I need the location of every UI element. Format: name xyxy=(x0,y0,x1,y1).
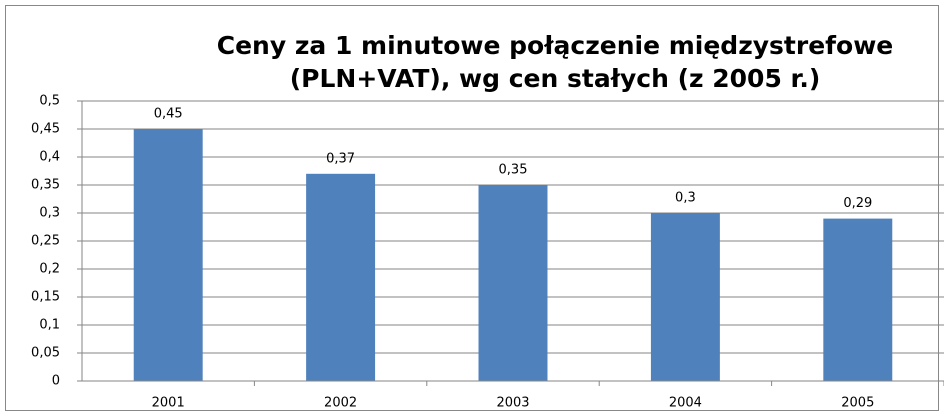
bar xyxy=(478,185,548,381)
x-tick-label: 2002 xyxy=(324,396,357,411)
y-tick-label: 0,35 xyxy=(31,178,60,193)
bar xyxy=(650,213,720,381)
data-label: 0,35 xyxy=(499,163,528,178)
x-tick-label: 2005 xyxy=(841,396,874,411)
y-tick-label: 0,4 xyxy=(39,150,60,165)
chart-title: Ceny za 1 minutowe połączenie międzystre… xyxy=(217,31,894,60)
y-tick-label: 0,45 xyxy=(31,122,60,137)
y-tick-label: 0,3 xyxy=(39,206,60,221)
y-tick-label: 0,15 xyxy=(31,290,60,305)
y-tick-label: 0,1 xyxy=(39,318,60,333)
x-tick-label: 2004 xyxy=(669,396,702,411)
bar xyxy=(823,218,893,381)
y-tick-label: 0,25 xyxy=(31,234,60,249)
data-label: 0,3 xyxy=(675,191,696,206)
y-tick-label: 0,05 xyxy=(31,346,60,361)
data-label: 0,45 xyxy=(154,107,183,122)
bar xyxy=(306,173,376,381)
y-tick-label: 0 xyxy=(52,374,60,389)
x-tick-label: 2001 xyxy=(152,396,185,411)
bar xyxy=(133,129,203,381)
data-label: 0,37 xyxy=(326,151,355,166)
y-tick-label: 0,5 xyxy=(39,94,60,109)
x-tick-label: 2003 xyxy=(496,396,529,411)
chart-title: (PLN+VAT), wg cen stałych (z 2005 r.) xyxy=(290,64,821,93)
y-tick-label: 0,2 xyxy=(39,262,60,277)
data-label: 0,29 xyxy=(843,196,872,211)
